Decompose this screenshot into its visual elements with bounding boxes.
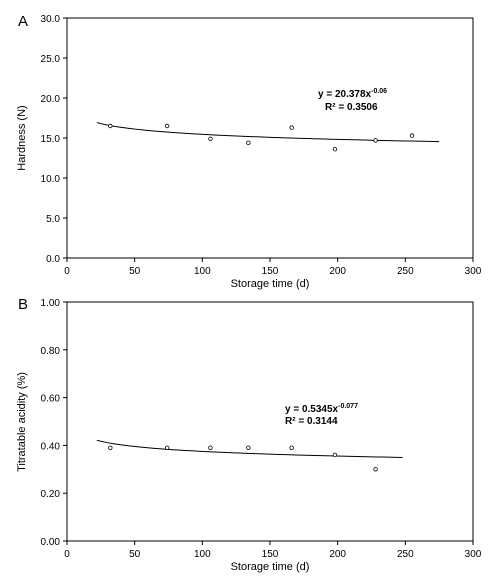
y-tick-label: 10.0 xyxy=(41,174,61,185)
x-tick-label: 50 xyxy=(129,549,141,560)
x-tick-label: 200 xyxy=(329,549,346,560)
y-tick-label: 15.0 xyxy=(41,134,61,145)
x-tick-label: 250 xyxy=(397,266,414,277)
data-point xyxy=(246,140,251,145)
panel-a-equation-exponent: -0.06 xyxy=(371,88,387,95)
panel-b-r-squared: R² = 0.3144 xyxy=(285,416,338,427)
data-point xyxy=(332,146,338,152)
data-point xyxy=(164,123,170,129)
x-tick-label: 300 xyxy=(465,549,482,560)
x-tick-label: 150 xyxy=(262,266,279,277)
x-tick-label: 100 xyxy=(194,549,211,560)
data-point xyxy=(208,136,213,141)
panel-b-y-ticks: 0.00 0.20 0.40 0.60 0.80 1.00 xyxy=(41,298,67,548)
panel-a-label: A xyxy=(18,13,28,30)
panel-a-equation-base: y = 20.378x xyxy=(318,89,372,100)
panel-a-x-axis-label: Storage time (d) xyxy=(231,278,310,290)
y-tick-label: 0.20 xyxy=(41,489,61,500)
y-tick-label: 0.40 xyxy=(41,441,61,452)
data-point xyxy=(246,445,251,450)
panel-a-equation: y = 20.378x-0.06 xyxy=(318,88,387,100)
data-point xyxy=(108,445,113,450)
data-point xyxy=(332,452,338,458)
panel-a-r-squared: R² = 0.3506 xyxy=(325,102,378,113)
data-point xyxy=(164,445,170,450)
data-point xyxy=(208,445,213,450)
panel-b-label: B xyxy=(18,296,28,313)
y-tick-label: 1.00 xyxy=(41,298,61,309)
panel-b-x-ticks: 0 50 100 150 200 250 300 xyxy=(64,541,482,560)
x-tick-label: 50 xyxy=(129,266,141,277)
panel-a-y-ticks: 0.0 5.0 10.0 15.0 20.0 25.0 30.0 xyxy=(41,14,67,265)
x-tick-label: 250 xyxy=(397,549,414,560)
panel-a-trendline xyxy=(96,122,440,143)
y-tick-label: 5.0 xyxy=(46,214,60,225)
y-tick-label: 25.0 xyxy=(41,54,61,65)
panel-b-points xyxy=(108,445,378,472)
x-tick-label: 150 xyxy=(262,549,279,560)
panel-b-plot-area xyxy=(66,301,474,542)
x-tick-label: 300 xyxy=(465,266,482,277)
data-point xyxy=(373,467,378,472)
y-tick-label: 0.80 xyxy=(41,346,61,357)
y-tick-label: 20.0 xyxy=(41,94,61,105)
data-point xyxy=(373,138,378,143)
panel-b-equation: y = 0.5345x-0.077 xyxy=(285,403,358,415)
panel-b-y-axis-label: Titratable acidity (%) xyxy=(16,372,28,472)
panel-a-x-ticks: 0 50 100 150 200 250 300 xyxy=(64,258,482,277)
y-tick-label: 0.60 xyxy=(41,394,61,405)
x-tick-label: 0 xyxy=(64,549,70,560)
panel-b-equation-base: y = 0.5345x xyxy=(285,404,339,415)
x-tick-label: 0 xyxy=(64,266,70,277)
x-tick-label: 100 xyxy=(194,266,211,277)
panel-a: A 0.0 5.0 10.0 15.0 20.0 25.0 30.0 0 50 100 150 20… xyxy=(16,13,482,290)
y-tick-label: 0.00 xyxy=(41,537,61,548)
y-tick-label: 0.0 xyxy=(46,254,60,265)
panel-b: B 0.00 0.20 0.40 0.60 0.80 1.00 0 50 100 150 200 2… xyxy=(16,296,482,573)
data-point xyxy=(289,125,294,130)
data-point xyxy=(108,123,113,129)
y-tick-label: 30.0 xyxy=(41,14,61,25)
data-point xyxy=(409,133,415,138)
panel-b-trendline xyxy=(96,439,403,458)
data-point xyxy=(289,445,294,450)
panel-b-x-axis-label: Storage time (d) xyxy=(231,561,310,573)
panel-a-points xyxy=(108,123,415,152)
panel-b-equation-exponent: -0.077 xyxy=(338,403,358,410)
panel-a-plot-area xyxy=(66,17,474,259)
x-tick-label: 200 xyxy=(329,266,346,277)
panel-a-y-axis-label: Hardness (N) xyxy=(16,105,28,170)
